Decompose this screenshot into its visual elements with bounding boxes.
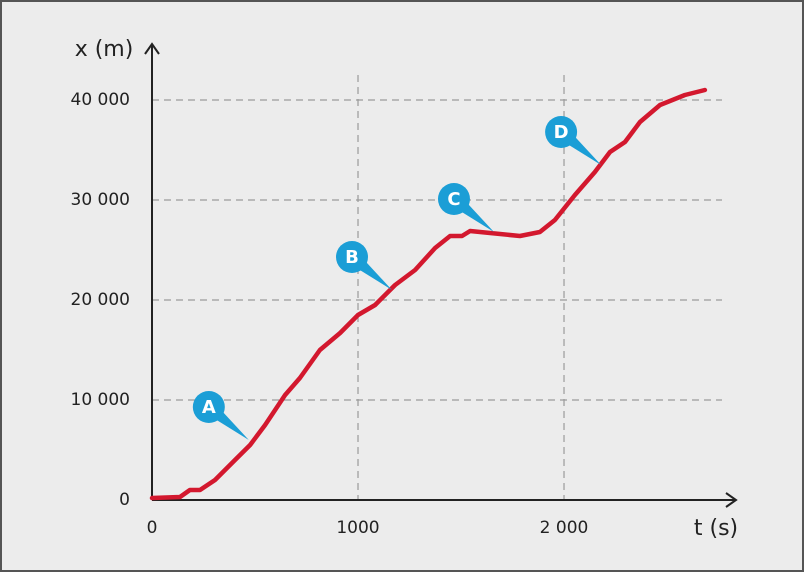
x-axis-label: t (s) — [694, 516, 738, 541]
y-tick-label: 10 000 — [71, 390, 130, 410]
y-tick-label: 20 000 — [71, 290, 130, 310]
data-line — [149, 87, 708, 501]
y-axis-label: x (m) — [75, 37, 134, 62]
callout-bubble — [545, 116, 578, 148]
callout-label: D — [554, 122, 569, 143]
callout-bubble — [335, 241, 368, 273]
x-tick-label: 1000 — [336, 518, 379, 538]
y-tick-label: 30 000 — [71, 190, 130, 210]
x-tick-label: 2 000 — [540, 518, 589, 538]
callout-label: C — [447, 189, 460, 210]
y-tick-label: 40 000 — [71, 90, 130, 110]
x-axis — [152, 492, 738, 508]
callout-label: B — [345, 247, 359, 268]
x-tick-label: 0 — [147, 518, 158, 538]
callout-label: A — [202, 397, 216, 418]
grid — [152, 75, 722, 500]
y-tick-label: 0 — [119, 490, 130, 510]
callout-bubble — [437, 183, 470, 215]
callout-bubble — [192, 391, 225, 423]
y-axis — [144, 42, 160, 500]
